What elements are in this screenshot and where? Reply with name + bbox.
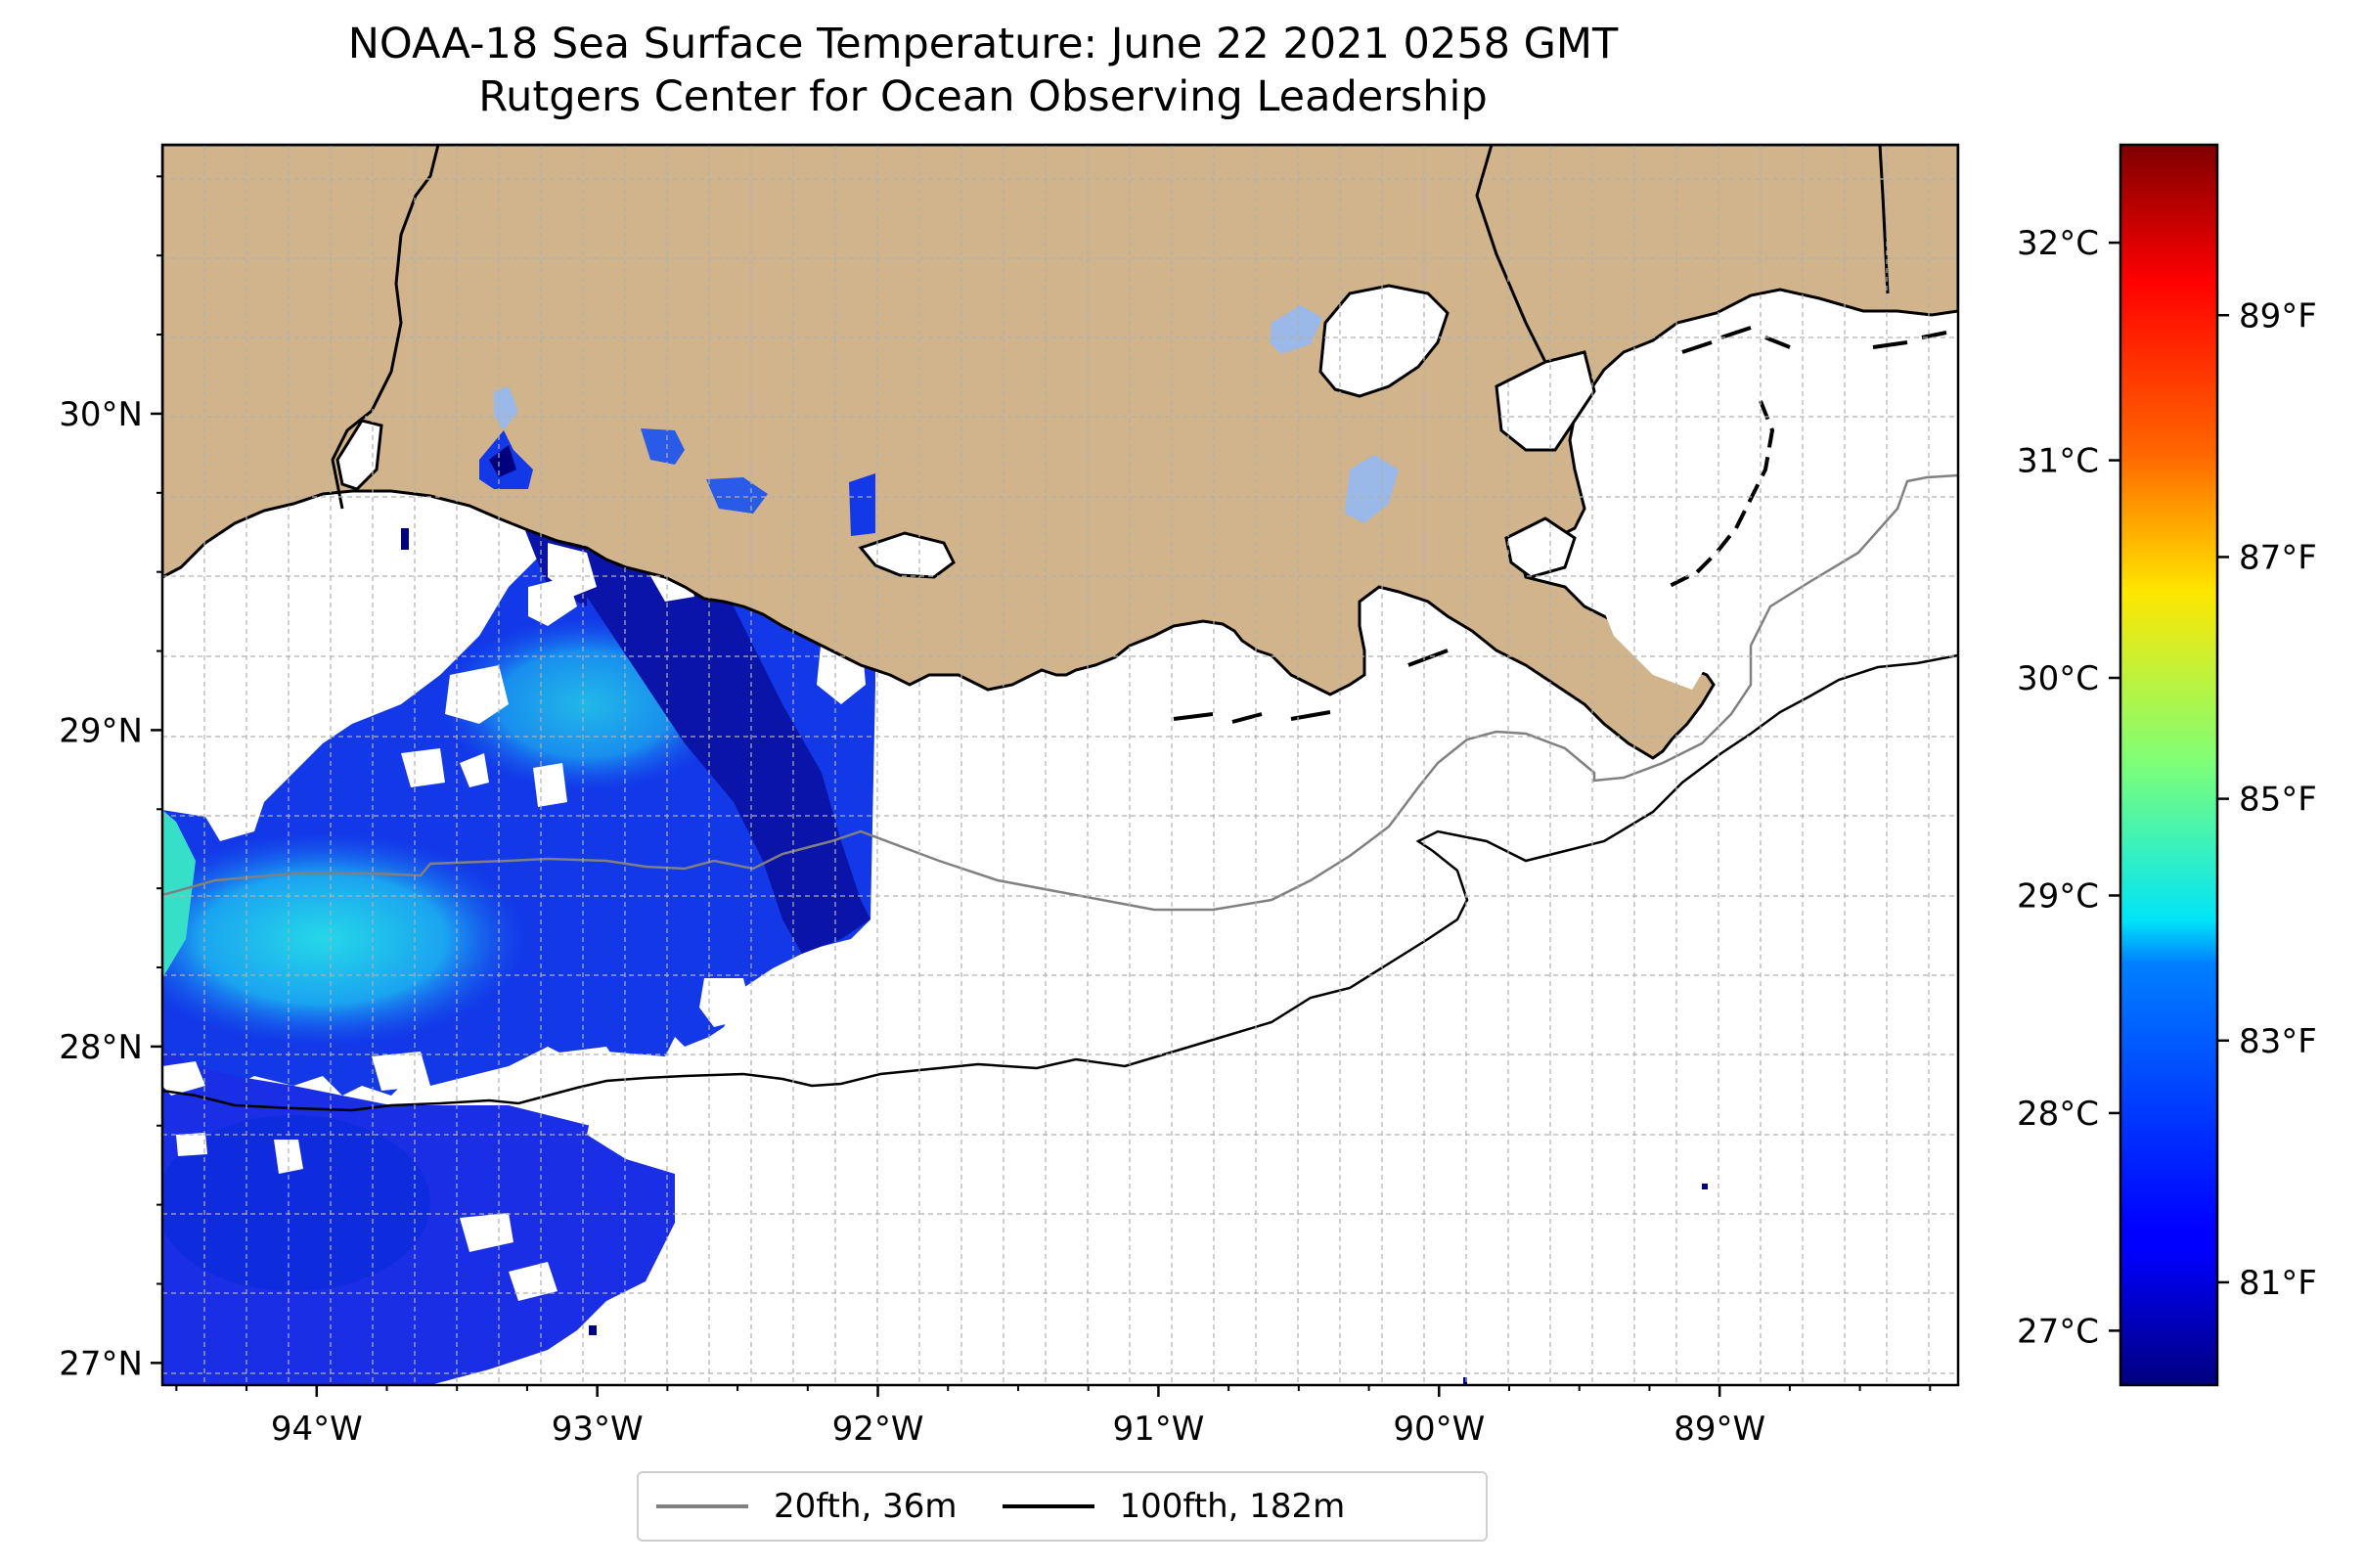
land-layer <box>162 145 1958 760</box>
title-line-1: NOAA-18 Sea Surface Temperature: June 22… <box>347 20 1619 68</box>
legend-label-100fth: 100fth, 182m <box>1119 1487 1346 1526</box>
map-frame <box>160 143 1960 1387</box>
legend-label-20fth: 20fth, 36m <box>774 1487 958 1526</box>
fahrenheit-tick-label: 89°F <box>2239 296 2317 336</box>
legend-swatch-20fth <box>656 1504 748 1508</box>
legend-item-20fth: 20fth, 36m <box>656 1487 958 1526</box>
celsius-tick-label: 32°C <box>2017 224 2099 263</box>
gridlines <box>162 145 1958 1385</box>
lon-tick-label: 91°W <box>1112 1410 1204 1449</box>
lat-tick-label: 27°N <box>59 1344 143 1383</box>
legend-swatch-100fth <box>1002 1504 1094 1508</box>
celsius-tick-label: 27°C <box>2017 1312 2099 1351</box>
fahrenheit-tick-label: 81°F <box>2239 1264 2317 1303</box>
colorbar: 27°C 28°C 29°C 30°C 31°C 32°C 81°F 83°F 85°F 87°… <box>2017 143 2317 1387</box>
sst-data-layer <box>162 293 1708 1385</box>
lat-tick-label: 30°N <box>59 395 143 434</box>
celsius-tick-label: 31°C <box>2017 442 2099 481</box>
lon-tick-label: 90°W <box>1393 1410 1485 1449</box>
lat-tick-label: 29°N <box>59 711 143 750</box>
lat-tick-label: 28°N <box>59 1028 143 1067</box>
legend-item-100fth: 100fth, 182m <box>1002 1487 1346 1526</box>
fahrenheit-tick-label: 87°F <box>2239 538 2317 577</box>
longitude-axis: 94°W 93°W 92°W 91°W 90°W 89°W <box>175 1385 1932 1449</box>
map-area <box>162 145 1958 1385</box>
chart-title: NOAA-18 Sea Surface Temperature: June 22… <box>0 18 1966 123</box>
latitude-axis: 30°N 29°N 28°N 27°N <box>59 175 162 1383</box>
isobath-contours <box>162 473 1958 1112</box>
fahrenheit-tick-label: 85°F <box>2239 781 2317 820</box>
colorbar-gradient <box>2119 143 2219 1387</box>
celsius-tick-label: 30°C <box>2017 659 2099 698</box>
lon-tick-label: 94°W <box>271 1410 363 1449</box>
colorbar-celsius-axis: 27°C 28°C 29°C 30°C 31°C 32°C <box>2017 224 2120 1351</box>
lon-tick-label: 93°W <box>552 1410 644 1449</box>
isobath-100fth <box>162 653 1958 1112</box>
fahrenheit-tick-label: 83°F <box>2239 1022 2317 1061</box>
lon-tick-label: 89°W <box>1673 1410 1765 1449</box>
title-line-2: Rutgers Center for Ocean Observing Leade… <box>478 72 1488 121</box>
celsius-tick-label: 29°C <box>2017 876 2099 916</box>
isobath-legend: 20fth, 36m 100fth, 182m <box>637 1471 1488 1542</box>
lon-tick-label: 92°W <box>832 1410 924 1449</box>
colorbar-fahrenheit-axis: 81°F 83°F 85°F 87°F 89°F <box>2217 296 2317 1303</box>
isobath-20fth <box>162 473 1958 912</box>
celsius-tick-label: 28°C <box>2017 1095 2099 1134</box>
